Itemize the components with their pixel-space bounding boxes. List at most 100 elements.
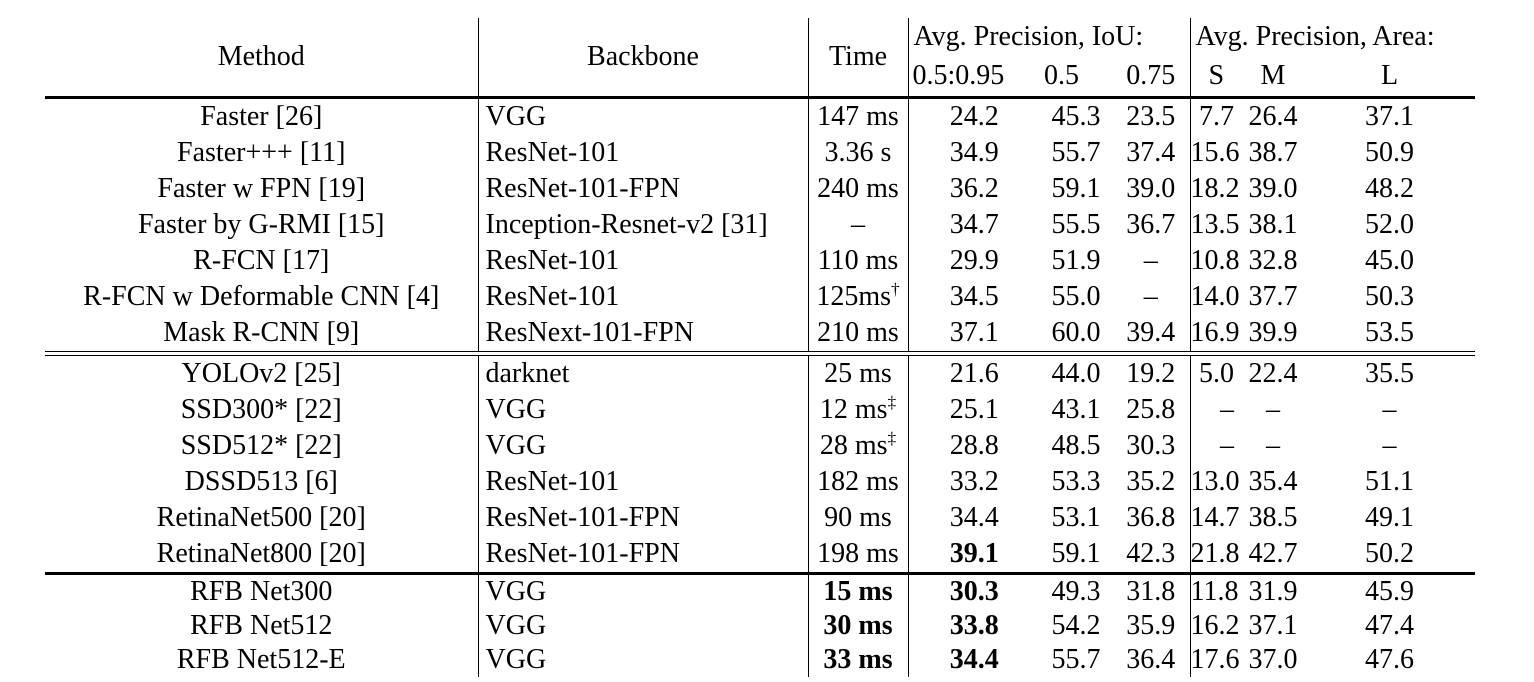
- table-row: Faster+++ [11] ResNet-101 3.36 s 34.9 55.7 37…: [45, 135, 1475, 171]
- cell-m: 39.9: [1248, 316, 1298, 348]
- time-superscript: ‡: [887, 392, 897, 412]
- table-row: SSD300* [22] VGG 12 ms‡ 25.1 43.1 25.8– – –: [45, 392, 1475, 428]
- cell-s: 14.0: [1190, 280, 1240, 312]
- cell-s: 13.0: [1190, 465, 1240, 497]
- cell-m: 35.4: [1248, 465, 1298, 497]
- cell-s: 17.6: [1190, 643, 1240, 675]
- table-row: RFB Net512-E VGG 33 ms 34.4 55.7 36.4 17.6 37.0…: [45, 643, 1475, 677]
- table-row: YOLOv2 [25] darknet 25 ms 21.6 44.0 19.2 5.0 22…: [45, 355, 1475, 392]
- cell-method: RetinaNet800 [20]: [45, 536, 479, 575]
- cell-m: 38.7: [1248, 136, 1298, 168]
- cell-ap50: 55.5: [1051, 208, 1101, 240]
- cell-ap50: 55.0: [1051, 280, 1101, 312]
- cell-ap75: 42.3: [1112, 536, 1191, 575]
- cell-m: 42.7: [1242, 536, 1304, 575]
- cell-time: 12 ms‡: [808, 392, 909, 428]
- cell-ap50: 59.1: [1040, 536, 1112, 575]
- table-row: RFB Net512 VGG 30 ms 33.8 54.2 35.9 16.2 37.1 47…: [45, 609, 1475, 643]
- table-row: RetinaNet500 [20] ResNet-101-FPN 90 ms 34.4…: [45, 500, 1475, 536]
- cell-ap75: 36.4: [1112, 643, 1191, 677]
- cell-method: YOLOv2 [25]: [45, 355, 479, 392]
- column-header-iou-075: 0.75: [1112, 56, 1191, 99]
- cell-backbone: VGG: [478, 643, 809, 677]
- column-header-method: Method: [45, 18, 479, 99]
- table-header: Method Backbone Time Avg. Precision, IoU…: [45, 18, 1476, 99]
- cell-backbone: VGG: [478, 573, 809, 609]
- cell-m: 31.9: [1248, 575, 1298, 607]
- time-superscript: ‡: [887, 428, 897, 448]
- cell-time: 182 ms: [808, 464, 909, 500]
- cell-s: 18.2: [1190, 172, 1240, 204]
- cell-m: 22.4: [1248, 357, 1298, 389]
- cell-time: 110 ms: [808, 243, 909, 279]
- cell-time: 147 ms: [808, 97, 909, 135]
- cell-backbone: ResNet-101: [478, 279, 809, 315]
- cell-ap50: 43.1: [1051, 393, 1101, 425]
- cell-method: Faster [26]: [45, 97, 479, 135]
- cell-backbone: VGG: [478, 428, 809, 464]
- double-rule-separator: [45, 351, 1476, 356]
- cell-ap: 33.2: [949, 465, 999, 497]
- table-body: Faster [26] VGG 147 ms 24.2 45.3 23.5 7.7 26.4 3…: [45, 97, 1476, 677]
- cell-backbone: ResNet-101-FPN: [478, 500, 809, 536]
- cell-m: 37.0: [1248, 643, 1298, 675]
- cell-ap: 24.2: [949, 100, 999, 132]
- cell-ap75: 36.7: [1112, 207, 1191, 243]
- table-row: R-FCN w Deformable CNN [4] ResNet-101 125m…: [45, 279, 1475, 315]
- cell-m: 39.0: [1248, 172, 1298, 204]
- cell-l: 53.5: [1365, 316, 1415, 348]
- column-header-iou-05-095: 0.5:0.95: [908, 56, 1040, 99]
- cell-ap75: 39.4: [1112, 315, 1191, 352]
- time-superscript: †: [891, 279, 900, 299]
- double-rule-gap-cell: [45, 351, 1476, 356]
- table-row: DSSD513 [6] ResNet-101 182 ms 33.2 53.3 35.2 1…: [45, 464, 1475, 500]
- table-row: Mask R-CNN [9] ResNext-101-FPN 210 ms 37.1 6…: [45, 315, 1475, 352]
- table-row: Faster w FPN [19] ResNet-101-FPN 240 ms 36.…: [45, 171, 1475, 207]
- cell-time: 25 ms: [808, 355, 909, 392]
- cell-m: 38.5: [1248, 501, 1298, 533]
- cell-backbone: VGG: [478, 392, 809, 428]
- cell-l: 49.1: [1365, 501, 1415, 533]
- cell-ap50: 59.1: [1051, 172, 1101, 204]
- header-sub-row: 0.5:0.95 0.5 0.75 S M L: [45, 56, 1476, 99]
- cell-ap50: 54.2: [1051, 609, 1101, 641]
- cell-backbone: ResNet-101-FPN: [478, 171, 809, 207]
- cell-method: RetinaNet500 [20]: [45, 500, 479, 536]
- cell-ap75: 35.9: [1112, 609, 1191, 643]
- cell-time: 30 ms: [808, 609, 909, 643]
- cell-l: 37.1: [1365, 100, 1415, 132]
- cell-method: RFB Net300: [45, 573, 479, 609]
- cell-ap50: 44.0: [1051, 357, 1101, 389]
- cell-ap50: 51.9: [1051, 244, 1101, 276]
- cell-ap50: 49.3: [1051, 575, 1101, 607]
- cell-method: RFB Net512: [45, 609, 479, 643]
- cell-m: 38.1: [1248, 208, 1298, 240]
- cell-ap: 33.8: [949, 609, 999, 641]
- cell-ap75: 25.8: [1112, 392, 1191, 428]
- cell-method: Faster+++ [11]: [45, 135, 479, 171]
- cell-l: 45.9: [1365, 575, 1415, 607]
- cell-backbone: ResNet-101-FPN: [478, 536, 809, 575]
- column-header-area-medium: M: [1242, 56, 1304, 99]
- cell-ap: 34.4: [949, 501, 999, 533]
- cell-method: DSSD513 [6]: [45, 464, 479, 500]
- table-row: RFB Net300 VGG 15 ms 30.3 49.3 31.8 11.8 31.9 45…: [45, 573, 1475, 609]
- table-row: Faster by G-RMI [15] Inception-Resnet-v2 …: [45, 207, 1475, 243]
- cell-time: –: [808, 207, 909, 243]
- cell-ap50: 60.0: [1051, 316, 1101, 348]
- cell-method: Faster by G-RMI [15]: [45, 207, 479, 243]
- cell-l: 52.0: [1365, 208, 1415, 240]
- cell-method: SSD512* [22]: [45, 428, 479, 464]
- cell-m: 26.4: [1248, 100, 1298, 132]
- cell-ap50: 45.3: [1051, 100, 1101, 132]
- cell-ap: 25.1: [949, 393, 999, 425]
- cell-backbone: ResNet-101: [478, 464, 809, 500]
- cell-l: 47.4: [1365, 609, 1415, 641]
- cell-method: RFB Net512-E: [45, 643, 479, 677]
- cell-l: –: [1382, 429, 1397, 461]
- cell-ap75: 23.5: [1112, 97, 1191, 135]
- cell-ap50: 53.1: [1051, 501, 1101, 533]
- column-header-iou-05: 0.5: [1040, 56, 1112, 99]
- cell-l: 35.5: [1365, 357, 1415, 389]
- cell-backbone: VGG: [478, 609, 809, 643]
